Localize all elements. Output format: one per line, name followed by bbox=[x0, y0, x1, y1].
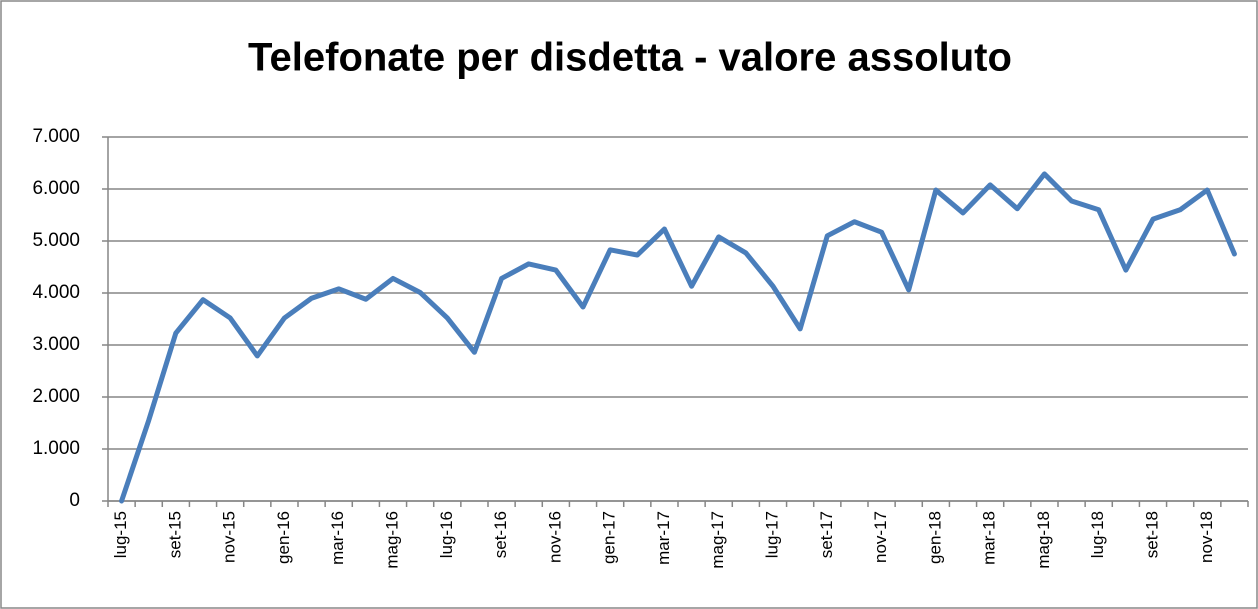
x-tick-label: lug-17 bbox=[762, 511, 781, 558]
x-tick-label: nov-16 bbox=[545, 511, 564, 563]
x-tick-label: set-17 bbox=[817, 511, 836, 558]
x-tick-label: nov-15 bbox=[220, 511, 239, 563]
x-tick-label: nov-18 bbox=[1197, 511, 1216, 563]
x-tick-label: set-16 bbox=[491, 511, 510, 558]
x-tick-label: lug-15 bbox=[111, 511, 130, 558]
x-tick-label: gen-18 bbox=[925, 511, 944, 564]
x-tick-label: nov-17 bbox=[871, 511, 890, 563]
y-tick-label: 0 bbox=[69, 490, 80, 511]
y-tick-label: 7.000 bbox=[32, 126, 80, 147]
x-tick-label: mar-17 bbox=[654, 511, 673, 565]
x-tick-label: set-15 bbox=[165, 511, 184, 558]
y-tick-label: 5.000 bbox=[32, 230, 80, 251]
x-tick-label: mar-16 bbox=[328, 511, 347, 565]
x-tick-label: gen-17 bbox=[600, 511, 619, 564]
x-tick-label: mar-18 bbox=[980, 511, 999, 565]
y-tick-label: 4.000 bbox=[32, 282, 80, 303]
y-tick-label: 2.000 bbox=[32, 386, 80, 407]
y-tick-label: 1.000 bbox=[32, 438, 80, 459]
x-tick-label: mag-18 bbox=[1034, 511, 1053, 569]
x-tick-label: mag-16 bbox=[382, 511, 401, 569]
data-line bbox=[119, 171, 1237, 504]
chart-title: Telefonate per disdetta - valore assolut… bbox=[248, 36, 1012, 80]
x-tick-label: lug-18 bbox=[1088, 511, 1107, 558]
x-tick-label: set-18 bbox=[1142, 511, 1161, 558]
x-tick-label: mag-17 bbox=[708, 511, 727, 569]
y-tick-label: 3.000 bbox=[32, 334, 80, 355]
x-tick-label: lug-16 bbox=[437, 511, 456, 558]
y-tick-label: 6.000 bbox=[32, 178, 80, 199]
x-tick-label: gen-16 bbox=[274, 511, 293, 564]
